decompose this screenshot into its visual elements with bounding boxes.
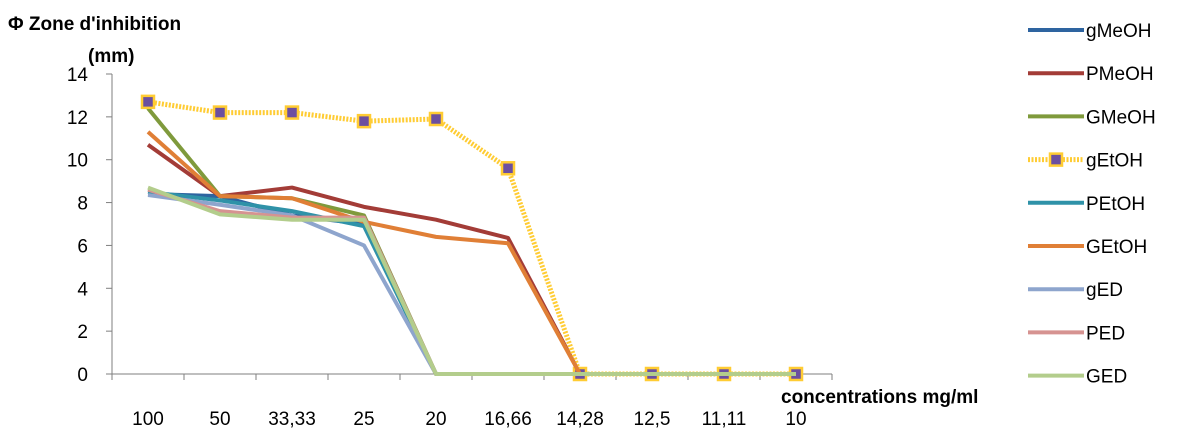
y-tick-label: 2 xyxy=(77,322,88,343)
y-tick-label: 10 xyxy=(67,151,88,172)
legend-label-GEtOH: GEtOH xyxy=(1086,237,1147,258)
x-tick-label: 12,5 xyxy=(634,409,671,430)
y-axis-title-line1: Φ Zone d'inhibition xyxy=(8,14,181,35)
series-line-PMeOH xyxy=(146,143,796,376)
data-point-gEtOH xyxy=(428,111,444,127)
axes: 0 2 4 6 8 10 12 14 100 50 33,33 25 20 16,66 14,28 12,5 1… xyxy=(67,65,833,430)
legend-label-gMeOH: gMeOH xyxy=(1086,21,1151,42)
data-point-gEtOH xyxy=(212,105,228,120)
x-tick-label: 14,28 xyxy=(556,409,604,430)
series-line-PEtOH xyxy=(147,189,796,376)
legend-label-PED: PED xyxy=(1086,323,1125,344)
x-axis-title: concentrations mg/ml xyxy=(781,387,978,408)
y-tick-label: 8 xyxy=(77,194,88,215)
legend-marker-gEtOH xyxy=(1048,152,1064,167)
data-point-gEtOH xyxy=(500,161,516,176)
series-line-gMeOH xyxy=(147,192,796,376)
y-tick-label: 12 xyxy=(67,108,88,129)
y-tick-label: 6 xyxy=(77,236,88,257)
x-tick-label: 33,33 xyxy=(268,409,316,430)
x-tick-label: 100 xyxy=(132,409,164,430)
legend-label-PEtOH: PEtOH xyxy=(1086,194,1145,215)
x-tick-label: 20 xyxy=(425,409,446,430)
y-tick-label: 4 xyxy=(77,279,88,300)
series-layer xyxy=(140,94,804,382)
legend-label-GED: GED xyxy=(1086,367,1127,388)
x-tick-label: 16,66 xyxy=(484,409,532,430)
y-axis-title-line2: (mm) xyxy=(88,46,134,67)
legend-label-PMeOH: PMeOH xyxy=(1086,64,1154,85)
x-tick-label: 10 xyxy=(785,409,806,430)
x-tick-label: 11,11 xyxy=(702,409,747,430)
legend-label-gED: gED xyxy=(1086,280,1123,301)
data-point-gEtOH xyxy=(284,105,300,120)
data-point-gEtOH xyxy=(356,113,372,129)
y-tick-label: 0 xyxy=(77,365,88,386)
x-tick-label: 50 xyxy=(209,409,230,430)
series-line-GED xyxy=(147,185,796,376)
data-point-gEtOH xyxy=(140,94,156,110)
series-line-GEtOH xyxy=(146,130,796,376)
series-line-gED xyxy=(147,193,796,376)
legend: gMeOH PMeOH GMeOH gEtOH PEtOH GEtOH gED PED GED xyxy=(1028,21,1156,388)
x-tick-label: 25 xyxy=(353,409,374,430)
legend-label-gEtOH: gEtOH xyxy=(1086,151,1143,172)
y-tick-label: 14 xyxy=(67,65,89,86)
series-line-gEtOH xyxy=(147,99,796,377)
legend-label-GMeOH: GMeOH xyxy=(1086,107,1156,128)
